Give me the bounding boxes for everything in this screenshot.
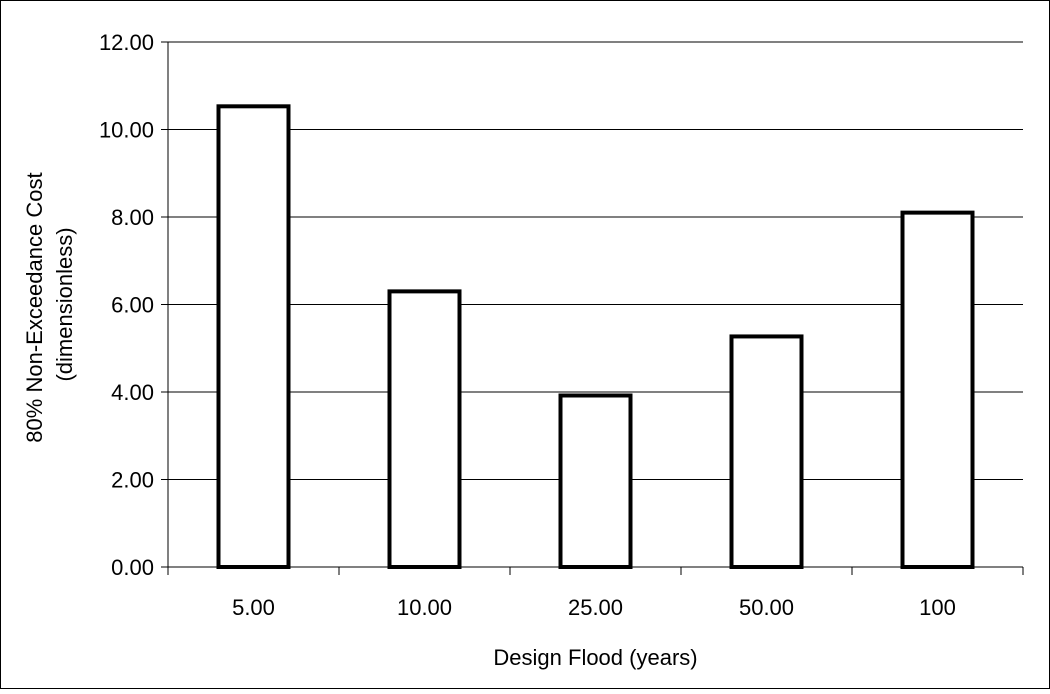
gridlines — [168, 41, 1023, 480]
y-tick-label: 10.00 — [99, 118, 154, 143]
y-tick-label: 12.00 — [99, 30, 154, 55]
y-tick-label: 4.00 — [111, 380, 154, 405]
bar — [387, 289, 462, 569]
x-tick-label: 25.00 — [568, 595, 623, 620]
bar — [900, 210, 975, 569]
x-axis-ticks: 5.00 10.00 25.00 50.00 100 — [167, 567, 1024, 620]
y-axis-title-line-2: (dimensionless) — [52, 227, 77, 381]
bar — [216, 104, 291, 569]
bar — [729, 334, 804, 569]
y-axis-title-line-1: 80% Non-Exceedance Cost — [22, 172, 47, 442]
x-tick-label: 100 — [919, 595, 956, 620]
y-tick-label: 2.00 — [111, 468, 154, 493]
y-tick-label: 6.00 — [111, 293, 154, 318]
x-tick-label: 50.00 — [739, 595, 794, 620]
bar — [558, 393, 633, 569]
y-tick-label: 8.00 — [111, 205, 154, 230]
x-axis-title: Design Flood (years) — [493, 645, 697, 670]
x-tick-label: 10.00 — [397, 595, 452, 620]
y-axis-ticks: 0.00 2.00 4.00 6.00 8.00 10.00 12.00 — [99, 30, 168, 580]
x-tick-label: 5.00 — [232, 595, 275, 620]
y-tick-label: 0.00 — [111, 555, 154, 580]
y-axis-title: 80% Non-Exceedance Cost (dimensionless) — [22, 166, 77, 442]
bars — [216, 104, 975, 569]
